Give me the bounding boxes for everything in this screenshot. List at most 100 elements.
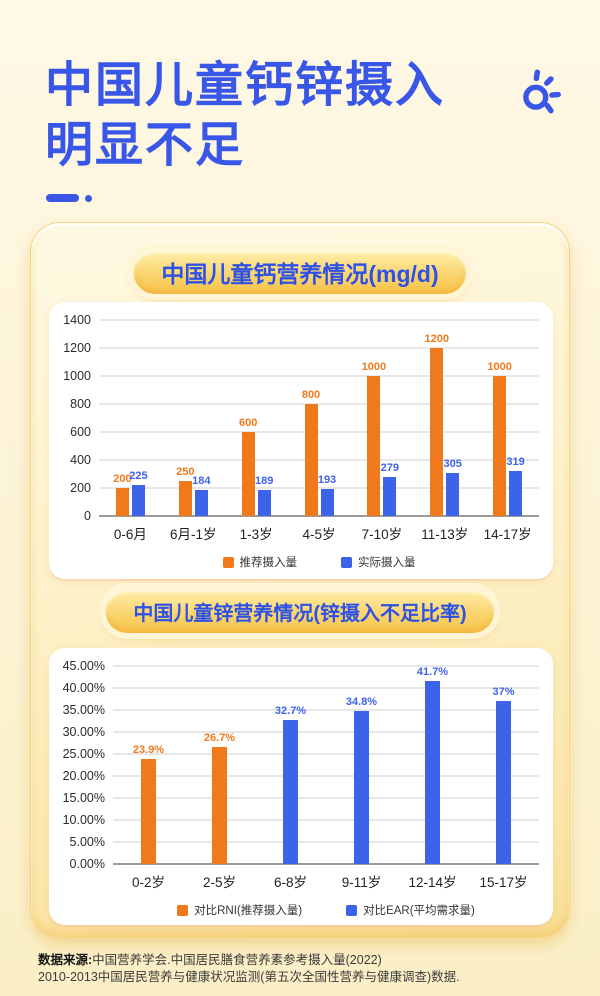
bar-value-label: 34.8% (345, 695, 378, 708)
bar-value-label: 319 (506, 456, 525, 469)
bar-value-label: 1000 (361, 361, 387, 373)
gridline (113, 841, 539, 843)
bar (131, 484, 145, 516)
bar (141, 758, 156, 864)
data-source-line-1: 数据来源:中国营养学会.中国居民膳食营养素参考摄入量(2022) (38, 952, 460, 969)
legend-item-ear: 对比EAR(平均需求量) (346, 902, 475, 918)
y-tick-label: 30.00% (62, 724, 105, 739)
legend-swatch-actual (341, 556, 352, 568)
bar-unit: 41.7% (417, 666, 448, 864)
y-tick-label: 600 (70, 425, 91, 439)
x-category-label: 4-5岁 (302, 527, 336, 542)
gridline (99, 375, 539, 377)
gridline (113, 797, 539, 799)
x-axis-baseline (113, 863, 539, 865)
bar-group: 800 193 (288, 320, 351, 516)
x-category-label: 12-14岁 (408, 875, 457, 890)
gridline (99, 319, 539, 321)
x-category-label: 6月-1岁 (170, 527, 217, 542)
y-axis: 1400 1200 1000 800 600 400 200 0 (55, 313, 99, 523)
y-tick-label: 20.00% (62, 769, 105, 783)
zinc-chart-card: 45.00% 40.00% 35.00% 30.00% 25.00% 20.00% 15.0… (49, 648, 553, 925)
bar-unit: 37% (492, 666, 515, 864)
bar-unit: 26.7% (204, 666, 235, 864)
title-underline-dot (85, 195, 92, 202)
bar-unit: 319 (506, 320, 525, 516)
gridline (113, 731, 539, 733)
y-tick-label: 35.00% (62, 703, 105, 717)
bar-unit: 193 (318, 320, 336, 516)
bar-group: 250 184 (162, 320, 225, 516)
legend-item-recommended: 推荐摄入量 (222, 554, 297, 570)
bar-value-label: 1000 (487, 361, 512, 373)
bar (257, 489, 271, 516)
bar-group: 600 189 (225, 320, 288, 516)
page-title: 中国儿童钙锌摄入 明显不足 (45, 56, 445, 176)
bar-unit: 600 (238, 320, 258, 516)
data-source-line-2: 2010-2013中国居民营养与健康状况监测(第五次全国性营养与健康调查)数据. (38, 969, 460, 984)
gridline (113, 775, 539, 777)
bar-group: 41.7% (397, 666, 468, 864)
plot-column: 23.9% 26.7% 32.7% 34.8% 41.7% 37% 0-2岁 2-5岁 6-8… (113, 665, 539, 918)
zinc-legend: 对比RNI(推荐摄入量) 对比EAR(平均需求量) (113, 902, 539, 918)
y-tick-label: 25.00% (62, 747, 105, 761)
bar-group: 26.7% (184, 666, 255, 864)
bar-value-label: 26.7% (203, 731, 236, 744)
calcium-chart-title-badge: 中国儿童钙营养情况(mg/d) (133, 250, 467, 294)
y-tick-label: 200 (70, 481, 91, 495)
y-tick-label: 45.00% (62, 659, 105, 673)
x-axis-baseline (99, 515, 539, 517)
bar-unit: 32.7% (275, 666, 306, 864)
y-tick-label: 1400 (63, 313, 91, 327)
gridline (113, 753, 539, 755)
gridline (99, 347, 539, 349)
bar-group: 1000 279 (350, 320, 413, 516)
bar-groups: 23.9% 26.7% 32.7% 34.8% 41.7% 37% (113, 666, 539, 864)
y-tick-label: 800 (70, 397, 91, 411)
bar (383, 476, 397, 516)
x-category-label: 15-17岁 (479, 875, 528, 890)
x-category-label: 7-10岁 (361, 527, 403, 542)
x-axis-labels: 0-2岁 2-5岁 6-8岁 9-11岁 12-14岁 15-17岁 (113, 871, 539, 891)
bar (304, 404, 318, 516)
calcium-chart-title: 中国儿童钙营养情况(mg/d) (161, 261, 439, 287)
x-category-label: 9-11岁 (341, 875, 382, 890)
bar-value-label: 800 (301, 389, 321, 402)
bar-value-label: 225 (129, 469, 148, 482)
sun-icon (523, 69, 561, 114)
y-tick-label: 0.00% (69, 857, 105, 871)
bar-unit: 305 (443, 320, 462, 516)
x-axis-labels: 0-6月 6月-1岁 1-3岁 4-5岁 7-10岁 11-13岁 14-17岁 (99, 523, 539, 543)
gridline (113, 709, 539, 711)
legend-item-rni: 对比RNI(推荐摄入量) (177, 902, 302, 918)
bar-group: 23.9% (113, 666, 184, 864)
bar (367, 376, 381, 516)
y-tick-label: 0 (84, 509, 91, 523)
bar (354, 710, 369, 864)
calcium-bar-chart: 1400 1200 1000 800 600 400 200 0 200 225 250 184 60… (49, 302, 553, 570)
plot-area: 200 225 250 184 600 189 800 193 1000 279 1200 305 10… (99, 319, 539, 517)
x-category-label: 11-13岁 (421, 527, 469, 542)
bar-unit: 189 (255, 320, 273, 516)
x-category-label: 0-6月 (113, 527, 147, 542)
bar (212, 746, 227, 864)
legend-label-rni: 对比RNI(推荐摄入量) (194, 905, 303, 917)
bar-unit: 184 (192, 320, 211, 516)
y-tick-label: 1000 (63, 369, 91, 383)
bar (430, 348, 444, 516)
bar (320, 488, 334, 516)
bar-value-label: 184 (192, 475, 211, 488)
bar-unit: 34.8% (346, 666, 377, 864)
bar-value-label: 32.7% (274, 705, 307, 718)
bar-value-label: 37% (492, 686, 515, 699)
bar (194, 490, 208, 516)
bar-value-label: 600 (238, 417, 258, 429)
x-category-label: 6-8岁 (273, 875, 307, 890)
data-source: 数据来源:中国营养学会.中国居民膳食营养素参考摄入量(2022) 2010-20… (38, 952, 460, 985)
legend-label-actual: 实际摄入量 (358, 557, 416, 569)
bar (509, 471, 523, 516)
bar-group: 1200 305 (413, 320, 476, 516)
gridline (99, 459, 539, 461)
calcium-legend: 推荐摄入量 实际摄入量 (99, 554, 539, 570)
bar-value-label: 305 (443, 458, 462, 471)
